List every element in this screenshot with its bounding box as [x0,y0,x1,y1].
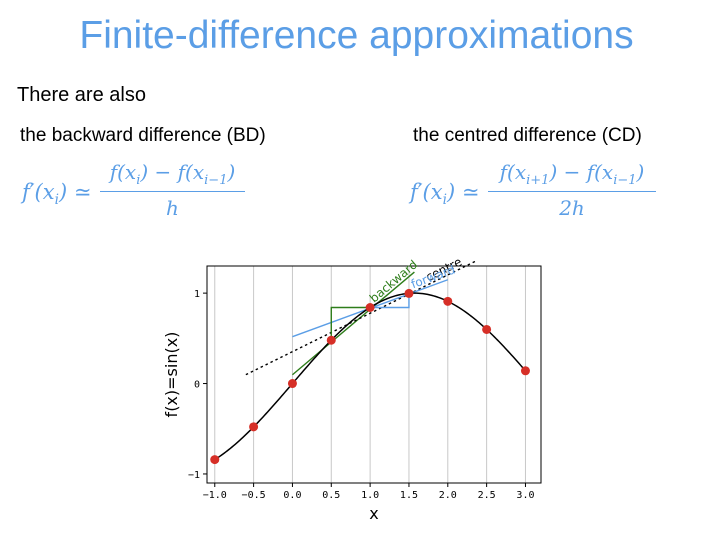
centre-line [245,260,476,376]
bd-formula-bar [100,191,245,192]
cd-label: the centred difference (CD) [413,125,642,146]
y-tick-label: 0 [194,380,200,391]
data-point [287,379,297,389]
x-tick-label: 2.0 [439,490,457,501]
cd-formula-fraction: f(xi+1) − f(xi−1) 2h [488,160,656,220]
bd-formula-numerator: f(xi) − f(xi−1) [109,160,236,188]
slide-title: Finite-difference approximations [79,14,634,57]
bd-label: the backward difference (BD) [20,125,266,146]
y-axis-label: f(x)=sin(x) [162,332,181,418]
x-axis-label: x [369,504,378,523]
bd-formula-lhs: f′(xi) ≃ [22,180,92,209]
data-point [404,288,414,298]
cd-formula-denominator: 2h [559,196,585,220]
chart-frame [206,265,542,484]
data-point [520,366,530,376]
chart-grid [214,266,526,483]
data-point [365,303,375,313]
data-point [210,455,220,465]
x-tick-label: 1.0 [361,490,379,501]
x-tick-label: 1.5 [400,490,418,501]
y-tick-label: 1 [194,289,200,300]
data-point [482,324,492,334]
chart-plot-area [210,260,530,465]
intro-text: There are also [17,84,146,106]
forward-triangle [370,293,410,309]
cd-formula-lhs: f′(xi) ≃ [410,180,480,209]
cd-formula-bar [488,191,656,192]
bd-formula-fraction: f(xi) − f(xi−1) h [100,160,245,220]
data-point [443,296,453,306]
x-tick-label: 3.0 [516,490,534,501]
y-tick-label: −1 [188,470,200,481]
bd-formula-denominator: h [166,196,179,220]
backward-triangle [330,306,371,341]
chart-ticks: −1.0 −0.5 0.0 0.5 1.0 1.5 2.0 2.5 3.0 −1 0 1 [188,289,535,501]
data-point [249,422,259,432]
x-tick-label: −1.0 [203,490,227,501]
x-tick-label: −0.5 [242,490,266,501]
x-tick-label: 0.0 [283,490,301,501]
cd-formula-numerator: f(xi+1) − f(xi−1) [499,160,645,188]
backward-line [291,271,415,376]
x-tick-label: 0.5 [322,490,340,501]
x-tick-label: 2.5 [478,490,496,501]
data-point [326,335,336,345]
